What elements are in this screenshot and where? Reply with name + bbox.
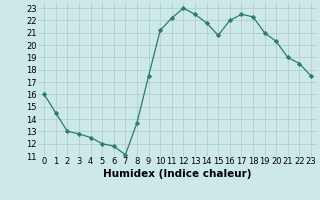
X-axis label: Humidex (Indice chaleur): Humidex (Indice chaleur) bbox=[103, 169, 252, 179]
